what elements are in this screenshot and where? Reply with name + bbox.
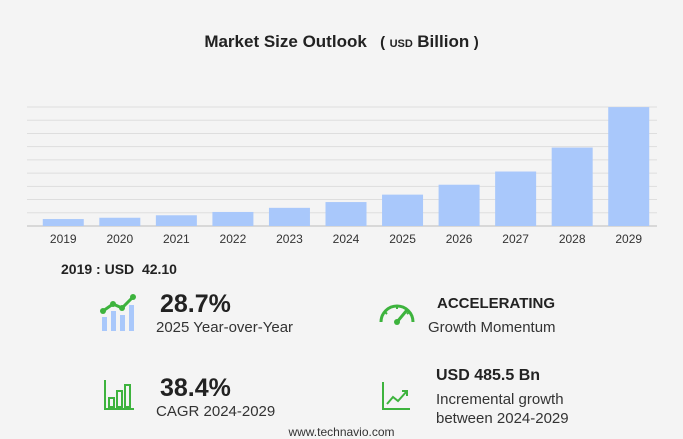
unit-close-paren: ) (473, 34, 479, 51)
x-tick-label-2029: 2029 (615, 232, 642, 246)
bar-2027 (495, 171, 537, 226)
x-tick-label-2028: 2028 (559, 232, 586, 246)
yoy-stat: 28.7% 2025 Year-over-Year (156, 290, 293, 337)
x-tick-label-2024: 2024 (333, 232, 360, 246)
x-tick-label-2025: 2025 (389, 232, 416, 246)
bar-chart-trend-icon (99, 293, 143, 338)
x-tick-label-2021: 2021 (163, 232, 190, 246)
yoy-label: 2025 Year-over-Year (156, 319, 294, 336)
unit-scale: Billion (417, 32, 470, 51)
incremental-label-line2: between 2024-2029 (436, 410, 569, 427)
momentum-stat: ACCELERATING Growth Momentum (428, 294, 556, 337)
yoy-value: 28.7% (160, 290, 231, 318)
bar-2028 (551, 147, 593, 226)
base-year-label: 2019 : USD (61, 261, 135, 277)
bar-chart-icon (102, 378, 136, 417)
incremental-label-line1: Incremental growth (436, 391, 564, 408)
unit-open-paren: ( (380, 34, 386, 51)
x-tick-label-2023: 2023 (276, 232, 303, 246)
bar-2022 (212, 211, 254, 226)
base-year-value: 2019 : USD 42.10 (61, 261, 177, 277)
bar-2026 (438, 184, 480, 226)
bar-chart: 2019 2020 2021 2022 2023 2024 2025 2026 2027 2028… (27, 106, 657, 246)
cagr-value: 38.4% (160, 374, 231, 402)
incremental-stat: USD 485.5 Bn Incremental growth between … (436, 366, 569, 428)
chart-bars (42, 107, 650, 226)
bar-2029 (608, 107, 650, 226)
bar-2021 (155, 215, 197, 226)
momentum-value: ACCELERATING (437, 295, 556, 312)
incremental-value: USD 485.5 Bn (436, 367, 541, 384)
base-year-amount: 42.10 (141, 261, 177, 277)
x-tick-label-2022: 2022 (220, 232, 247, 246)
bar-2024 (325, 202, 367, 226)
source-footer: www.technavio.com (288, 425, 395, 439)
growth-line-icon (380, 380, 412, 417)
x-tick-label-2026: 2026 (446, 232, 473, 246)
chart-title: Market Size Outlook ( USD Billion ) (0, 32, 683, 52)
bar-2025 (382, 194, 424, 226)
unit-currency: USD (389, 38, 413, 50)
bar-2020 (99, 217, 141, 226)
chart-x-ticks: 2019 2020 2021 2022 2023 2024 2025 2026 2027 2028… (50, 232, 642, 246)
speedometer-icon (377, 298, 417, 331)
x-tick-label-2019: 2019 (50, 232, 77, 246)
x-tick-label-2020: 2020 (106, 232, 133, 246)
bar-2023 (268, 207, 310, 226)
chart-title-text: Market Size Outlook (204, 32, 367, 51)
momentum-label: Growth Momentum (428, 319, 556, 336)
bar-2019 (42, 219, 84, 226)
cagr-stat: 38.4% CAGR 2024-2029 (156, 374, 275, 421)
x-tick-label-2027: 2027 (502, 232, 529, 246)
cagr-label: CAGR 2024-2029 (156, 403, 276, 420)
